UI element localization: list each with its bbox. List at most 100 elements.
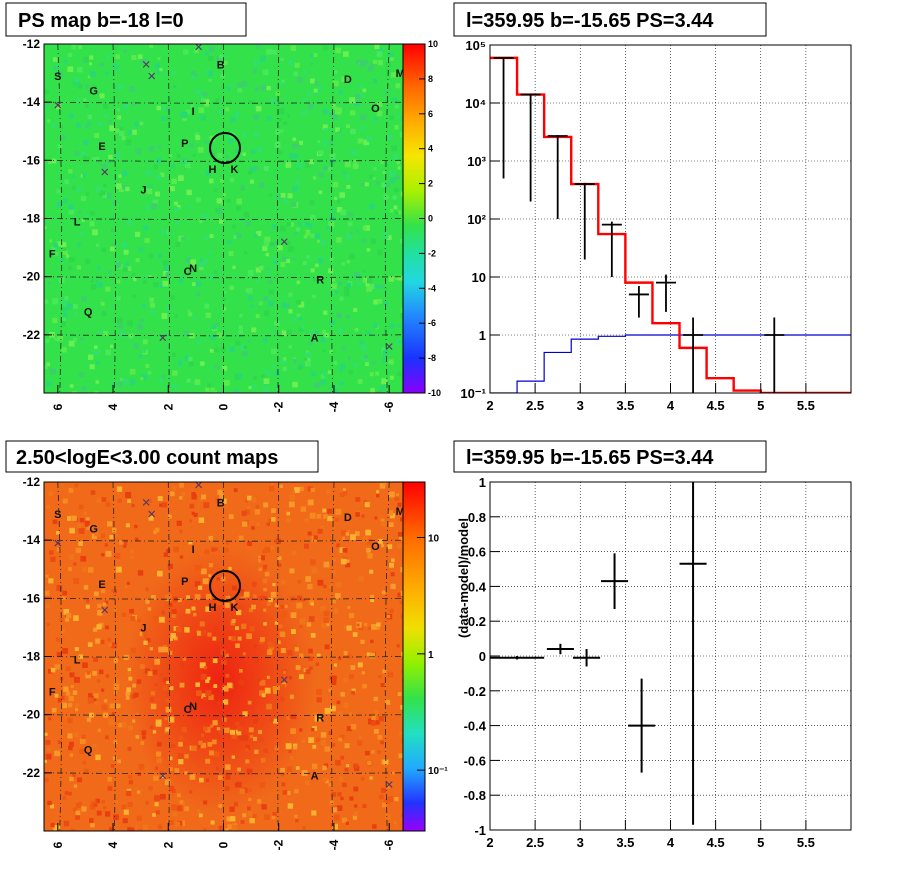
heatmap-pixel bbox=[214, 365, 220, 370]
heatmap-pixel bbox=[92, 743, 97, 749]
heatmap-pixel bbox=[199, 621, 205, 627]
heatmap-pixel bbox=[330, 312, 334, 316]
heatmap-pixel bbox=[169, 686, 174, 691]
heatmap-pixel bbox=[291, 550, 297, 556]
heatmap-pixel bbox=[264, 236, 271, 243]
heatmap-pixel bbox=[286, 114, 290, 118]
heatmap-pixel bbox=[284, 694, 290, 700]
heatmap-pixel bbox=[302, 598, 306, 602]
heatmap-pixel bbox=[203, 258, 208, 264]
heatmap-pixel bbox=[318, 172, 324, 178]
heatmap-pixel bbox=[343, 678, 348, 683]
heatmap-pixel bbox=[346, 185, 351, 189]
heatmap-pixel bbox=[311, 728, 315, 732]
heatmap-pixel bbox=[187, 309, 191, 313]
heatmap-pixel bbox=[184, 162, 191, 169]
heatmap-pixel bbox=[223, 290, 227, 294]
heatmap-pixel bbox=[359, 61, 366, 68]
residual-panel: 2 2.5 3 3.5 4 4.5 5 5.5 10.80.60.40.20-0.2-0.4-… bbox=[453, 440, 852, 850]
heatmap-pixel bbox=[166, 671, 170, 676]
heatmap-pixel bbox=[312, 726, 317, 731]
heatmap-pixel bbox=[259, 737, 264, 742]
heatmap-pixel bbox=[392, 195, 397, 200]
heatmap-pixel bbox=[201, 214, 208, 220]
heatmap-pixel bbox=[77, 67, 83, 73]
heatmap-pixel bbox=[242, 813, 247, 818]
source-label: G bbox=[89, 524, 98, 536]
heatmap-pixel bbox=[162, 685, 168, 691]
heatmap-pixel bbox=[238, 679, 244, 686]
heatmap-pixel bbox=[387, 796, 394, 803]
heatmap-pixel bbox=[111, 712, 115, 716]
heatmap-pixel bbox=[123, 267, 128, 272]
heatmap-pixel bbox=[222, 193, 226, 197]
heatmap-pixel bbox=[322, 44, 329, 51]
heatmap-pixel bbox=[157, 57, 161, 61]
heatmap-pixel bbox=[364, 623, 368, 627]
heatmap-pixel bbox=[251, 526, 255, 530]
heatmap-pixel bbox=[360, 183, 365, 187]
heatmap-pixel bbox=[135, 735, 140, 739]
ps-map-x-ticks: 6 4 2 0 -2 -4 -6 bbox=[51, 385, 396, 412]
x-tick-label: 4 bbox=[667, 835, 675, 850]
heatmap-pixel bbox=[94, 391, 99, 393]
heatmap-pixel bbox=[135, 148, 142, 155]
heatmap-pixel bbox=[176, 154, 181, 159]
heatmap-pixel bbox=[92, 671, 97, 676]
heatmap-pixel bbox=[272, 365, 276, 369]
heatmap-pixel bbox=[56, 531, 60, 535]
heatmap-pixel bbox=[322, 765, 327, 770]
heatmap-pixel bbox=[198, 517, 205, 523]
heatmap-pixel bbox=[307, 531, 312, 536]
heatmap-pixel bbox=[254, 234, 258, 238]
count-map-coordinate-grid bbox=[44, 482, 403, 831]
heatmap-pixel bbox=[401, 738, 403, 744]
heatmap-pixel bbox=[180, 662, 185, 668]
heatmap-pixel bbox=[184, 771, 188, 775]
heatmap-pixel bbox=[250, 149, 256, 154]
heatmap-pixel bbox=[292, 381, 298, 388]
y-tick-label: 10³ bbox=[467, 154, 486, 169]
heatmap-pixel bbox=[274, 603, 279, 608]
heatmap-pixel bbox=[245, 759, 250, 764]
heatmap-pixel bbox=[44, 299, 49, 304]
heatmap-pixel bbox=[292, 185, 298, 192]
heatmap-pixel bbox=[155, 810, 160, 815]
heatmap-pixel bbox=[338, 327, 344, 334]
heatmap-pixel bbox=[95, 754, 101, 760]
meridian-line bbox=[112, 44, 117, 393]
heatmap-pixel bbox=[77, 777, 82, 783]
heatmap-pixel bbox=[68, 566, 73, 571]
heatmap-pixel bbox=[303, 234, 308, 239]
heatmap-pixel bbox=[153, 164, 159, 170]
heatmap-pixel bbox=[135, 231, 141, 237]
x-tick-label: 3.5 bbox=[616, 398, 634, 413]
heatmap-pixel bbox=[244, 499, 248, 503]
heatmap-pixel bbox=[256, 522, 260, 527]
heatmap-pixel bbox=[288, 676, 293, 680]
heatmap-pixel bbox=[130, 827, 135, 831]
heatmap-pixel bbox=[256, 280, 260, 284]
heatmap-pixel bbox=[376, 490, 380, 494]
heatmap-pixel bbox=[277, 563, 282, 568]
heatmap-pixel bbox=[116, 566, 122, 573]
heatmap-pixel bbox=[166, 107, 171, 112]
heatmap-pixel bbox=[174, 314, 178, 318]
heatmap-pixel bbox=[61, 702, 67, 709]
heatmap-pixel bbox=[370, 598, 375, 603]
heatmap-pixel bbox=[350, 128, 356, 135]
heatmap-pixel bbox=[231, 755, 235, 759]
heatmap-pixel bbox=[162, 280, 169, 287]
heatmap-pixel bbox=[179, 800, 183, 804]
count-map-target-circle bbox=[209, 570, 241, 602]
heatmap-pixel bbox=[153, 616, 159, 622]
heatmap-pixel bbox=[137, 790, 141, 794]
residual-y-ticks: 10.80.60.40.20-0.2-0.4-0.6-0.8-1 bbox=[464, 475, 500, 838]
heatmap-pixel bbox=[369, 174, 374, 179]
heatmap-pixel bbox=[377, 750, 381, 754]
heatmap-pixel bbox=[109, 535, 114, 539]
heatmap-pixel bbox=[115, 183, 122, 189]
heatmap-pixel bbox=[338, 89, 343, 95]
heatmap-pixel bbox=[176, 205, 181, 209]
heatmap-pixel bbox=[46, 362, 50, 367]
